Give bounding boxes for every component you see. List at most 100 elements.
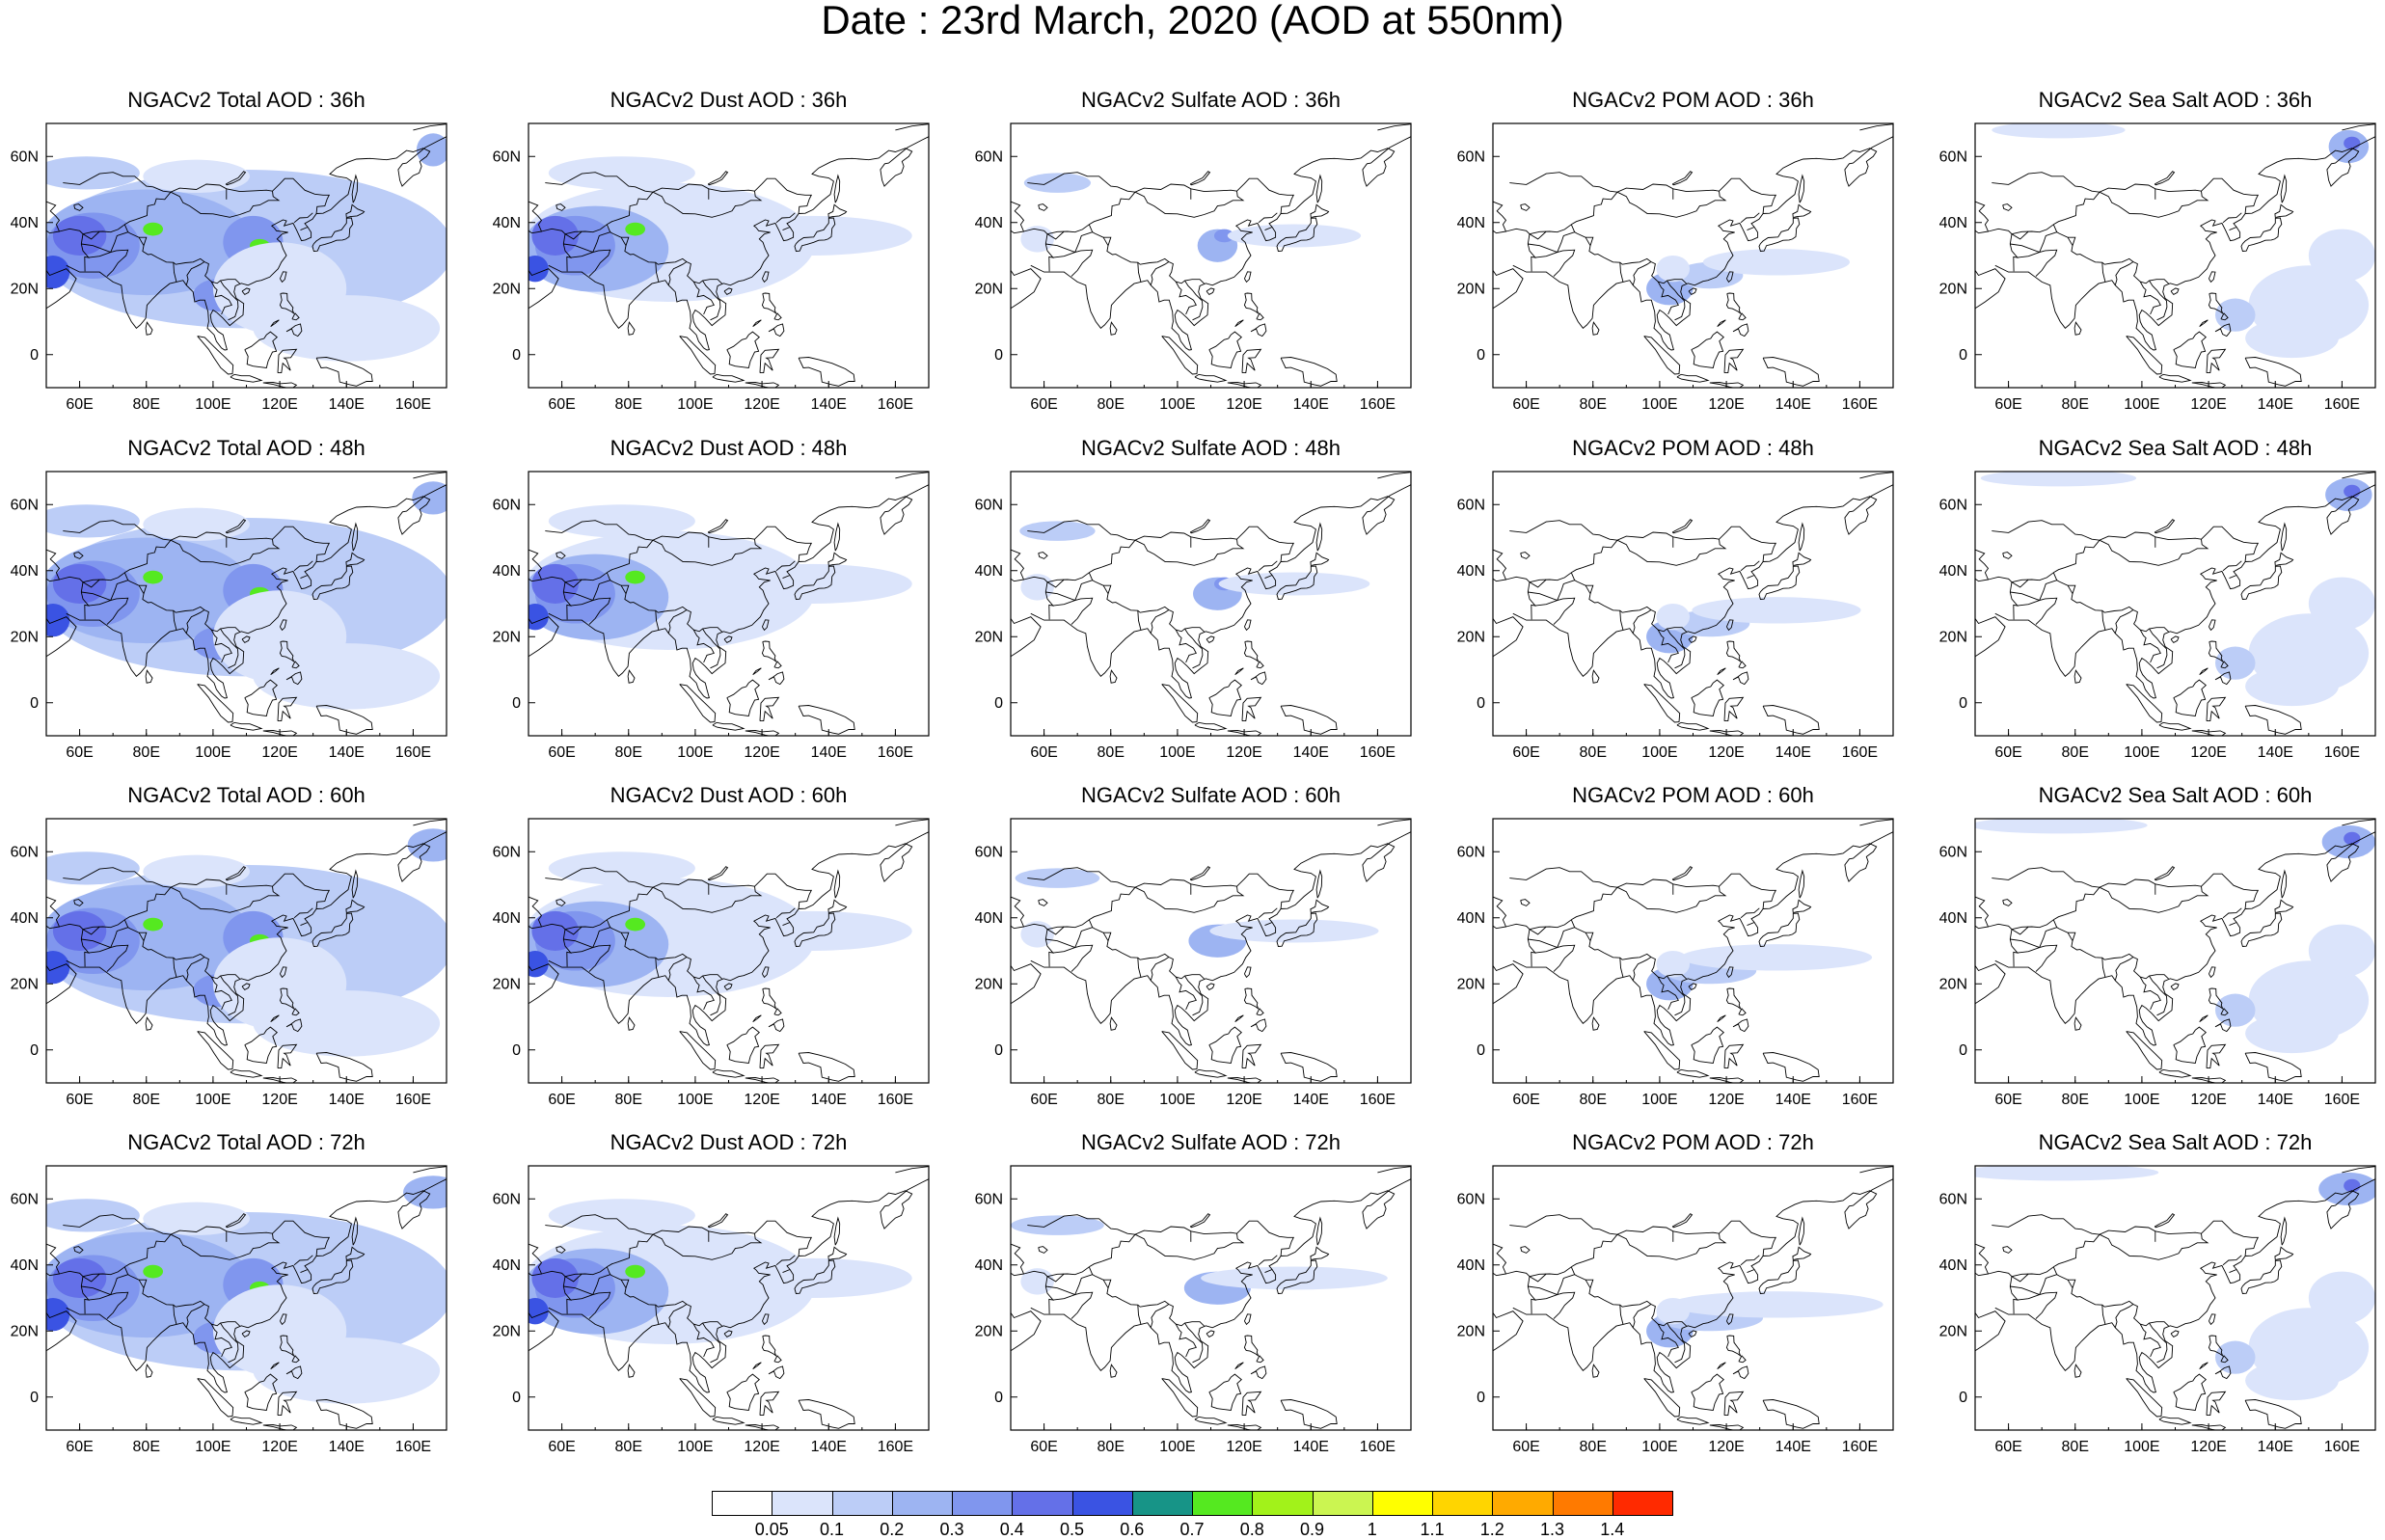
x-tick-label: 100E: [1159, 396, 1195, 413]
y-tick-label: 20N: [975, 1323, 1003, 1339]
coastline-path: [679, 336, 717, 375]
coastline-path: [1616, 1233, 1727, 1260]
coastline-path: [833, 174, 841, 203]
x-tick-label: 160E: [395, 396, 431, 413]
coastline-path: [1994, 831, 2375, 1046]
coastline-path: [46, 951, 77, 1011]
coastline-path: [1103, 236, 1112, 246]
coastline-path: [1137, 610, 1142, 631]
aod-contour-region: [1980, 472, 2137, 487]
coastline-path: [2191, 1424, 2227, 1430]
x-tick-label: 60E: [548, 1439, 575, 1455]
map-panel: NGACv2 POM AOD : 48h 60E 80E 100E 120E 140E 16…: [1447, 437, 1905, 774]
coastline-path: [1208, 1026, 1242, 1064]
coastline-path: [82, 926, 100, 935]
coastline-path: [220, 975, 239, 1016]
x-tick-label: 80E: [615, 1439, 642, 1455]
coastline-path: [270, 667, 280, 675]
coastline-path: [293, 212, 313, 224]
coastline-path: [607, 1233, 654, 1268]
y-tick-label: 40N: [975, 215, 1003, 231]
x-tick-label: 160E: [395, 1439, 431, 1455]
coastline-path: [1227, 1077, 1262, 1083]
aod-map: 60E 80E 100E 120E 140E 160E 0 20N 40N 60N: [493, 471, 930, 761]
x-tick-label: 60E: [1512, 1092, 1539, 1108]
coastline-path: [173, 958, 177, 978]
x-tick-label: 60E: [1994, 744, 2021, 761]
coastline-path: [1089, 539, 1136, 574]
coastline-path: [2114, 261, 2134, 285]
coastline-path: [1792, 552, 1812, 567]
coastline-path: [752, 1014, 762, 1022]
coastline-path: [1975, 549, 1990, 582]
coastline-path: [1859, 819, 1893, 826]
x-tick-label: 120E: [261, 1439, 297, 1455]
coastline-path: [88, 597, 129, 625]
coastline-path: [2170, 983, 2180, 990]
aod-field: [1493, 819, 1893, 1083]
coastline-path: [1109, 1016, 1118, 1031]
coastline-path: [1688, 635, 1697, 643]
coastline-path: [2244, 357, 2302, 387]
x-tick-label: 120E: [1226, 1439, 1261, 1455]
coastline-path: [244, 1373, 278, 1411]
y-tick-label: 20N: [975, 976, 1003, 992]
aod-contour-region: [143, 570, 164, 584]
coastline-path: [1109, 1364, 1118, 1378]
coastline-path: [2011, 919, 2054, 931]
aod-contour-region: [1680, 944, 1873, 971]
aod-contour-region: [1656, 256, 1691, 283]
y-tick-label: 20N: [1457, 976, 1485, 992]
coastline-path: [2170, 635, 2180, 643]
coastline-path: [2214, 671, 2232, 686]
coastline-path: [2011, 1273, 2029, 1283]
coastline-path: [679, 1031, 717, 1070]
coastline-path: [1725, 619, 1734, 632]
coastline-path: [833, 522, 841, 552]
x-tick-label: 80E: [2062, 396, 2089, 413]
coastline-path: [1243, 966, 1252, 979]
x-tick-label: 140E: [2258, 396, 2293, 413]
coastline-path: [782, 1269, 791, 1274]
coastline-path: [1088, 572, 1205, 633]
coastline-path: [1676, 1416, 1710, 1425]
coastline-path: [66, 484, 447, 699]
coastline-path: [621, 584, 630, 594]
y-tick-label: 0: [30, 347, 39, 364]
coastline-path: [1992, 520, 2260, 562]
coastline-path: [210, 281, 232, 315]
coastline-path: [773, 312, 782, 321]
aod-contour-region: [712, 563, 912, 604]
coastline-path: [185, 957, 205, 981]
coastline-path: [723, 983, 733, 990]
coastline-path: [707, 866, 729, 881]
coastline-path: [2240, 217, 2283, 252]
coastline-path: [1493, 1243, 1507, 1277]
coastline-path: [1512, 831, 1893, 1046]
coastline-path: [1512, 484, 1893, 699]
y-tick-label: 20N: [11, 1323, 39, 1339]
aod-contour-region: [1218, 572, 1370, 596]
coastline-path: [291, 661, 300, 669]
y-tick-label: 40N: [11, 1257, 39, 1274]
x-tick-label: 160E: [1842, 1439, 1878, 1455]
aod-contour-region: [1019, 521, 1096, 541]
coastline-path: [1276, 217, 1318, 252]
coastline-path: [1512, 136, 1893, 351]
x-tick-label: 80E: [2062, 1439, 2089, 1455]
coastline-path: [345, 899, 366, 914]
coastline-path: [1859, 123, 1893, 131]
coastline-path: [1585, 1279, 1594, 1288]
coastline-path: [1667, 975, 1686, 1016]
x-tick-label: 160E: [1842, 1092, 1878, 1108]
coastline-path: [2240, 912, 2283, 947]
coastline-path: [1534, 597, 1576, 625]
coastline-path: [1161, 1378, 1199, 1418]
aod-map: 60E 80E 100E 120E 140E 160E 0 20N 40N 60N: [1457, 1165, 1894, 1455]
y-tick-label: 0: [512, 347, 521, 364]
coastline-path: [1258, 212, 1278, 224]
coastline-path: [607, 191, 654, 226]
coastline-path: [2011, 926, 2029, 935]
x-tick-label: 80E: [133, 1439, 160, 1455]
x-tick-label: 100E: [195, 1439, 230, 1455]
